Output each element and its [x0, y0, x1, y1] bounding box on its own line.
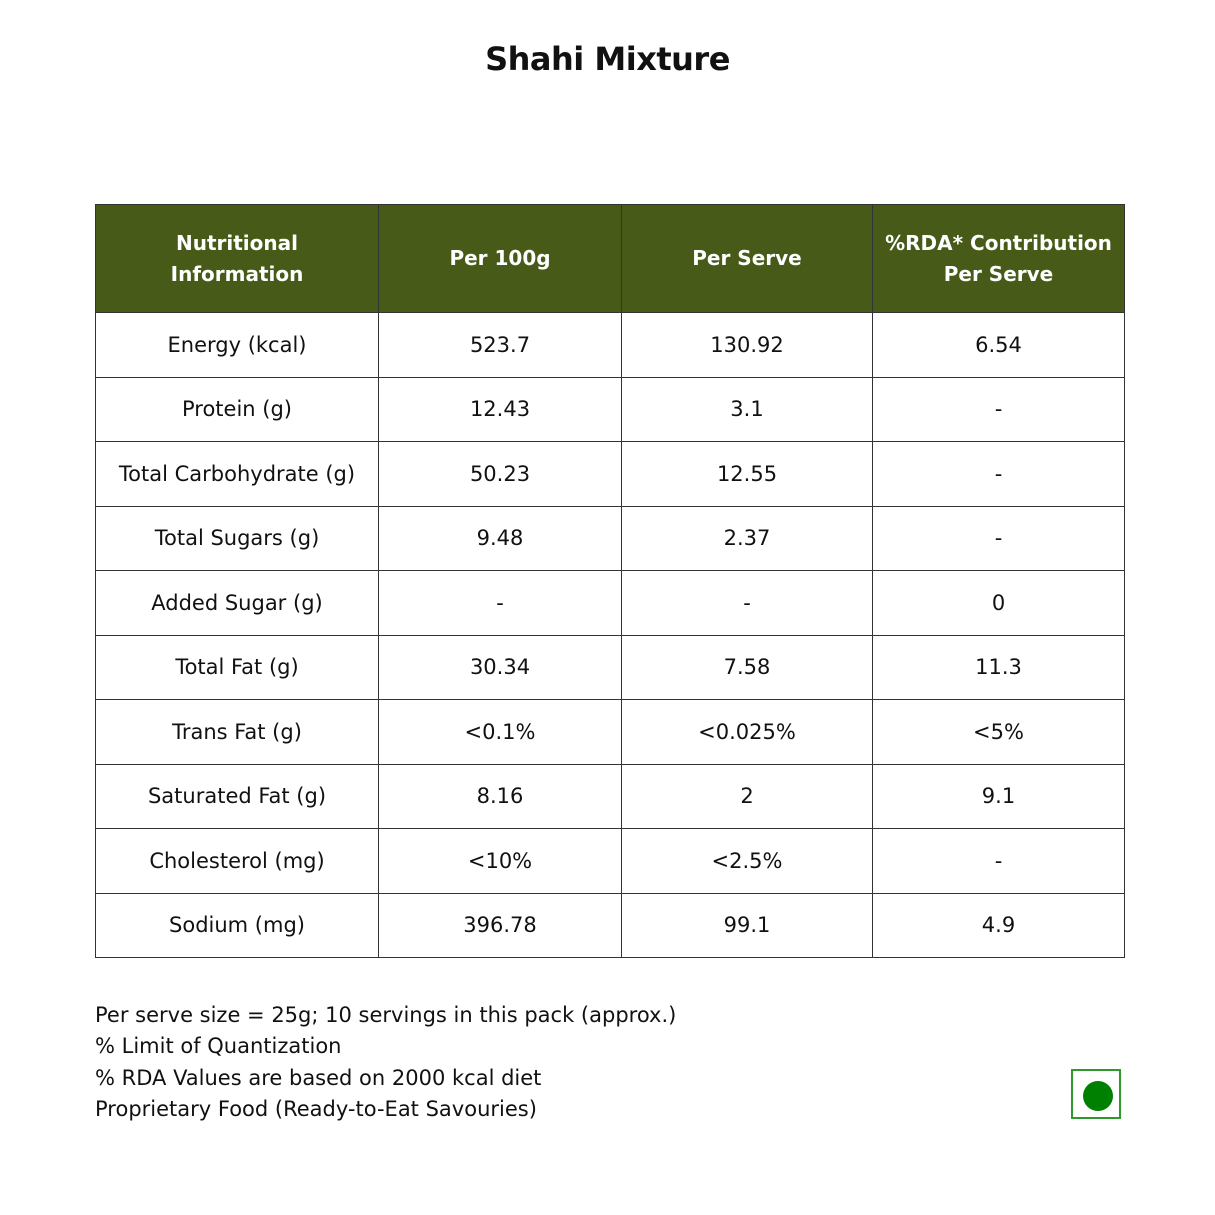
footnotes: Per serve size = 25g; 10 servings in thi… — [95, 1000, 676, 1125]
footnote-line: Proprietary Food (Ready-to-Eat Savouries… — [95, 1096, 537, 1121]
table-row: Sodium (mg) 396.78 99.1 4.9 — [95, 892, 1125, 958]
nutrient-value: 6.54 — [872, 312, 1125, 378]
nutrient-name: Energy (kcal) — [95, 312, 379, 378]
nutrient-value: 99.1 — [621, 892, 873, 958]
footnote-line: % RDA Values are based on 2000 kcal diet — [95, 1065, 542, 1090]
nutrient-name: Trans Fat (g) — [95, 699, 379, 765]
nutrient-name: Added Sugar (g) — [95, 570, 379, 636]
nutrient-value: 9.1 — [872, 763, 1125, 829]
nutrient-value: 0 — [872, 570, 1125, 636]
nutrient-value: <10% — [378, 828, 622, 894]
nutrient-value: 3.1 — [621, 376, 873, 442]
table-row: Energy (kcal) 523.7 130.92 6.54 — [95, 312, 1125, 378]
column-header: Per 100g — [378, 204, 622, 313]
nutrient-value: 7.58 — [621, 634, 873, 700]
footnote-line: % Limit of Quantization — [95, 1034, 342, 1059]
nutrient-name: Protein (g) — [95, 376, 379, 442]
table-row: Cholesterol (mg) <10% <2.5% - — [95, 828, 1125, 894]
nutrient-name: Total Sugars (g) — [95, 505, 379, 571]
nutrient-value: <0.025% — [621, 699, 873, 765]
nutrient-value: 8.16 — [378, 763, 622, 829]
nutrient-name: Sodium (mg) — [95, 892, 379, 958]
veg-symbol-icon — [1071, 1069, 1121, 1119]
nutrient-value: 12.43 — [378, 376, 622, 442]
nutrient-value: - — [621, 570, 873, 636]
table-row: Total Fat (g) 30.34 7.58 11.3 — [95, 634, 1125, 700]
table-header-row: Nutritional Information Per 100g Per Serve… — [95, 204, 1125, 313]
nutrient-value: 30.34 — [378, 634, 622, 700]
nutrient-value: 396.78 — [378, 892, 622, 958]
nutrient-name: Cholesterol (mg) — [95, 828, 379, 894]
nutrient-value: - — [872, 441, 1125, 507]
nutrient-name: Total Carbohydrate (g) — [95, 441, 379, 507]
nutrient-value: 11.3 — [872, 634, 1125, 700]
page-title: Shahi Mixture — [485, 40, 730, 78]
nutrient-value: 2.37 — [621, 505, 873, 571]
nutrient-name: Total Fat (g) — [95, 634, 379, 700]
nutrient-name: Saturated Fat (g) — [95, 763, 379, 829]
nutrient-value: 12.55 — [621, 441, 873, 507]
nutrient-value: 130.92 — [621, 312, 873, 378]
column-header: %RDA* Contribution Per Serve — [872, 204, 1125, 313]
nutrient-value: 523.7 — [378, 312, 622, 378]
nutrient-value: 4.9 — [872, 892, 1125, 958]
nutrient-value: <0.1% — [378, 699, 622, 765]
nutrient-value: - — [378, 570, 622, 636]
nutrient-value: 9.48 — [378, 505, 622, 571]
table-row: Saturated Fat (g) 8.16 2 9.1 — [95, 763, 1125, 829]
table-row: Added Sugar (g) - -0 — [95, 570, 1125, 636]
veg-dot — [1083, 1081, 1113, 1111]
nutrient-value: <2.5% — [621, 828, 873, 894]
nutrient-value: - — [872, 828, 1125, 894]
nutrition-table: Nutritional Information Per 100g Per Serve… — [95, 204, 1125, 958]
nutrient-value: 50.23 — [378, 441, 622, 507]
table-row: Total Carbohydrate (g) 50.23 12.55- — [95, 441, 1125, 507]
table-row: Trans Fat (g) <0.1% <0.025% <5% — [95, 699, 1125, 765]
nutrient-value: 2 — [621, 763, 873, 829]
footnote-line: Per serve size = 25g; 10 servings in thi… — [95, 1003, 677, 1027]
table-row: Total Sugars (g) 9.48 2.37- — [95, 505, 1125, 571]
nutrient-value: - — [872, 505, 1125, 571]
column-header: Per Serve — [621, 204, 873, 313]
table-row: Protein (g) 12.43 3.1- — [95, 376, 1125, 442]
column-header: Nutritional Information — [95, 204, 379, 313]
nutrient-value: - — [872, 376, 1125, 442]
nutrient-value: <5% — [872, 699, 1125, 765]
